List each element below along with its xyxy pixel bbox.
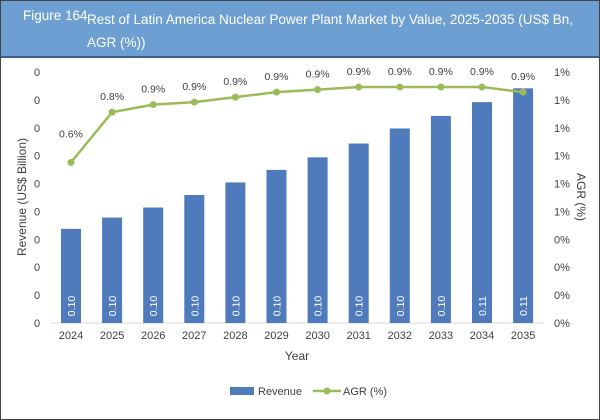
bar-data-label: 0.10 — [189, 296, 201, 317]
agr-point — [437, 83, 445, 91]
agr-point — [355, 83, 363, 91]
revenue-bar — [307, 157, 328, 323]
revenue-bar — [61, 228, 81, 323]
y2-tick-label: 0% — [554, 262, 570, 274]
bar-data-label: 0.10 — [66, 296, 78, 317]
y2-tick-label: 1% — [554, 123, 570, 135]
agr-data-label: 0.9% — [141, 84, 165, 96]
x-tick-label: 2033 — [429, 330, 453, 342]
bar-data-label: 0.10 — [230, 296, 242, 317]
y-tick-label: 0 — [34, 67, 40, 79]
x-tick-label: 2025 — [100, 330, 124, 342]
revenue-bar — [184, 194, 205, 323]
revenue-bar — [348, 143, 369, 323]
x-tick-label: 2027 — [182, 330, 206, 342]
y-tick-label: 0 — [34, 234, 40, 246]
agr-point — [67, 158, 75, 166]
agr-data-label: 0.9% — [306, 69, 330, 81]
agr-data-label: 0.9% — [511, 71, 535, 83]
y2-tick-label: 1% — [554, 151, 570, 163]
agr-point — [519, 88, 527, 96]
y2-tick-label: 1% — [554, 95, 570, 107]
x-tick-label: 2028 — [223, 330, 247, 342]
y-tick-label: 0 — [34, 95, 40, 107]
chart-title: Rest of Latin America Nuclear Power Plan… — [87, 12, 573, 50]
y2-tick-label: 0% — [554, 234, 570, 246]
revenue-bar — [143, 207, 164, 323]
revenue-bar — [472, 102, 492, 324]
revenue-bar — [389, 128, 410, 323]
bar-data-label: 0.11 — [477, 296, 489, 316]
agr-data-label: 0.9% — [182, 81, 206, 93]
x-tick-label: 2030 — [305, 330, 329, 342]
x-tick-label: 2032 — [388, 330, 412, 342]
x-tick-label: 2031 — [346, 330, 370, 342]
agr-data-label: 0.9% — [388, 66, 412, 78]
x-tick-label: 2026 — [141, 330, 165, 342]
figure-number: Figure 164 — [23, 8, 88, 23]
revenue-bar — [513, 88, 534, 323]
revenue-bar — [266, 169, 287, 323]
bar-data-label: 0.10 — [148, 296, 160, 317]
x-tick-label: 2035 — [511, 330, 535, 342]
y2-tick-label: 1% — [554, 179, 570, 191]
agr-data-label: 0.8% — [100, 91, 124, 103]
agr-point — [314, 86, 322, 94]
agr-data-label: 0.9% — [470, 66, 494, 78]
agr-point — [273, 88, 280, 96]
bar-data-label: 0.10 — [395, 296, 407, 317]
y-tick-label: 0 — [34, 123, 40, 135]
figure-header: Figure 164 Rest of Latin America Nuclear… — [1, 1, 599, 58]
bar-data-label: 0.10 — [107, 296, 119, 317]
y-tick-label: 0 — [34, 179, 40, 191]
legend-revenue-swatch — [230, 387, 254, 395]
bar-data-label: 0.10 — [272, 296, 284, 317]
agr-point — [396, 83, 404, 91]
agr-point — [478, 83, 486, 91]
revenue-bar — [225, 182, 246, 323]
y2-axis-label: AGR (%) — [574, 173, 588, 221]
bar-data-label: 0.10 — [354, 296, 366, 317]
bar-data-label: 0.11 — [518, 296, 530, 316]
y-axis-label: Revenue (US$ Billion) — [15, 138, 29, 256]
agr-data-label: 0.9% — [265, 71, 289, 83]
agr-data-label: 0.6% — [59, 128, 83, 140]
y2-tick-label: 1% — [554, 67, 570, 79]
revenue-bar — [102, 217, 123, 323]
y-tick-label: 0 — [34, 318, 40, 330]
agr-point — [149, 101, 157, 109]
agr-line — [70, 85, 524, 164]
y-tick-label: 0 — [34, 262, 40, 274]
bar-data-label: 0.10 — [436, 296, 448, 317]
y-tick-label: 0 — [34, 151, 40, 163]
agr-point — [190, 98, 198, 106]
y2-tick-label: 0% — [554, 290, 570, 302]
y2-tick-label: 1% — [554, 206, 570, 218]
agr-data-label: 0.9% — [347, 66, 371, 78]
revenue-bar — [430, 115, 451, 323]
agr-point — [231, 93, 239, 101]
agr-point — [108, 108, 116, 116]
agr-data-label: 0.9% — [429, 66, 453, 78]
legend-agr-marker — [323, 387, 331, 395]
legend-agr-label: AGR (%) — [343, 386, 387, 398]
y-tick-label: 0 — [34, 290, 40, 302]
bar-data-label: 0.10 — [313, 296, 325, 317]
x-tick-label: 2029 — [264, 330, 288, 342]
y2-tick-label: 0% — [554, 318, 570, 330]
x-axis-label: Year — [285, 349, 309, 363]
x-tick-label: 2034 — [470, 330, 494, 342]
agr-data-label: 0.9% — [223, 76, 247, 88]
legend-revenue-label: Revenue — [258, 386, 302, 398]
x-tick-label: 2024 — [59, 330, 83, 342]
y-tick-label: 0 — [34, 206, 40, 218]
